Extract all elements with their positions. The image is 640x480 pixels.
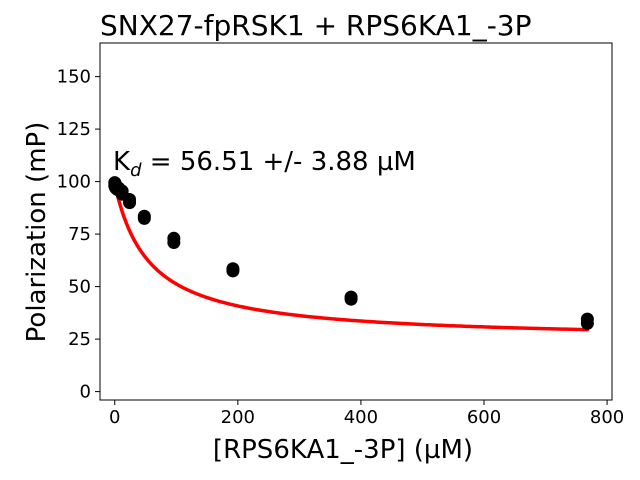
data-point-15 bbox=[137, 211, 151, 225]
data-point-19 bbox=[226, 264, 240, 278]
x-tick-label-200: 200 bbox=[221, 407, 255, 428]
x-tick-label-400: 400 bbox=[344, 407, 378, 428]
y-tick-label-25: 25 bbox=[68, 329, 91, 350]
x-tick-label-0: 0 bbox=[109, 407, 120, 428]
y-tick-label-125: 125 bbox=[57, 119, 91, 140]
x-axis-ticks: 0 200 400 600 800 bbox=[109, 400, 624, 428]
kd-subscript: d bbox=[130, 160, 142, 181]
x-axis-label: [RPS6KA1_-3P] (µM) bbox=[213, 435, 473, 465]
plot-frame bbox=[99, 42, 613, 401]
y-axis-ticks: 0 25 50 75 100 125 150 bbox=[57, 67, 100, 403]
data-point-17 bbox=[167, 236, 181, 249]
plot-area bbox=[108, 176, 594, 332]
kd-annotation: Kd = 56.51 +/- 3.88 µM bbox=[113, 147, 416, 181]
x-tick-label-800: 800 bbox=[590, 407, 624, 428]
data-point-21 bbox=[344, 292, 358, 306]
x-tick-label-600: 600 bbox=[467, 407, 501, 428]
kd-value: = 56.51 +/- 3.88 µM bbox=[142, 147, 416, 177]
y-tick-label-50: 50 bbox=[68, 277, 91, 298]
y-tick-label-100: 100 bbox=[57, 172, 91, 193]
y-tick-label-0: 0 bbox=[80, 382, 91, 403]
kd-prefix: K bbox=[113, 147, 131, 177]
chart-title: SNX27-fpRSK1 + RPS6KA1_-3P bbox=[100, 9, 532, 42]
y-tick-label-150: 150 bbox=[57, 67, 91, 88]
y-tick-label-75: 75 bbox=[68, 224, 91, 245]
data-point-13 bbox=[123, 196, 137, 210]
fit-curve bbox=[113, 182, 590, 332]
data-point-23 bbox=[580, 316, 594, 330]
y-axis-label: Polarization (mP) bbox=[22, 122, 52, 343]
